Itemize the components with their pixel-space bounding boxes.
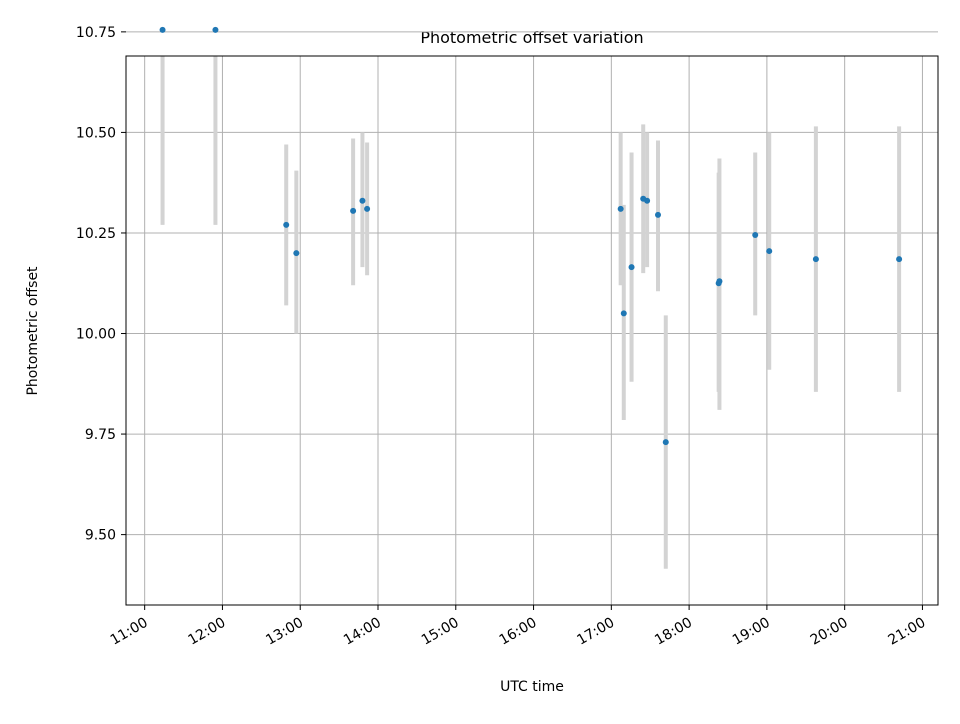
y-axis-label: Photometric offset [25,266,41,396]
data-point [662,439,669,446]
chart-title: Photometric offset variation [420,28,643,47]
data-point [655,211,661,218]
data-point [350,207,357,214]
y-tick-label: 10.50 [76,125,116,141]
data-point [716,278,723,285]
data-point [359,197,366,204]
data-point [159,26,166,33]
x-axis-label: UTC time [500,679,564,695]
y-tick-label: 10.00 [76,327,116,343]
y-tick-label: 10.75 [76,25,116,41]
data-points [159,26,903,446]
data-point [766,248,773,255]
data-point [628,264,635,271]
data-point [617,205,624,212]
data-point [283,221,290,228]
plot-frame [125,55,939,606]
data-point [812,256,819,263]
gridlines [126,31,938,605]
data-point [896,256,903,263]
y-tick-label: 9.75 [85,427,116,443]
data-point [364,205,371,212]
y-tick-label: 10.25 [76,226,116,242]
data-point [620,310,627,317]
y-tick-label: 9.50 [85,528,116,544]
data-point [293,250,300,257]
data-point [212,26,219,33]
data-point [752,231,759,238]
data-point [644,197,651,204]
